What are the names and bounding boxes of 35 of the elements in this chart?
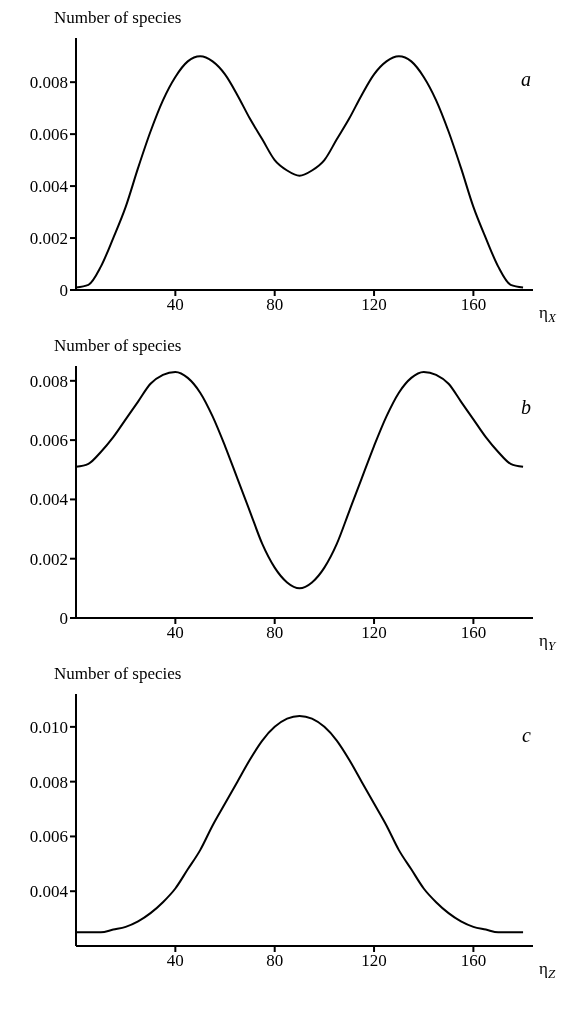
y-tick-label: 0.004: [29, 177, 69, 197]
x-axis-title: η$_{Z}$: [539, 959, 556, 981]
x-tick-label: 120: [361, 295, 387, 315]
y-tick-label: 0.008: [29, 772, 68, 792]
x-tick-label: 120: [361, 951, 387, 971]
annotation: b: [521, 396, 531, 419]
x-axis-title: η$_{Y}$: [539, 631, 557, 653]
x-tick-label: 120: [361, 623, 387, 643]
y-tick-label: 0.004: [29, 882, 69, 902]
y-tick-label: 0.006: [29, 125, 68, 145]
x-tick-label: 40: [166, 951, 184, 971]
y-tick-label: 0.008: [29, 73, 68, 93]
x-tick-label: 160: [460, 623, 487, 643]
y-tick-label: 0.004: [29, 490, 69, 510]
y-axis-title: Number of species: [54, 664, 183, 685]
x-tick-label: 40: [166, 295, 184, 315]
x-tick-label: 160: [460, 295, 487, 315]
x-tick-label: 80: [266, 623, 284, 643]
y-axis-title: Number of species: [54, 336, 183, 357]
y-tick-label: 0: [59, 281, 68, 301]
annotation: c: [522, 724, 531, 747]
y-tick-label: 0.002: [29, 549, 68, 569]
annotation: a: [521, 68, 531, 91]
x-tick-label: 80: [266, 951, 284, 971]
x-tick-label: 80: [266, 295, 284, 315]
x-tick-label: 160: [460, 951, 487, 971]
y-tick-label: 0.006: [29, 431, 68, 451]
y-tick-label: 0.010: [29, 717, 68, 737]
x-tick-label: 40: [166, 623, 184, 643]
y-tick-label: 0.006: [29, 827, 68, 847]
y-tick-label: 0: [59, 609, 68, 629]
y-axis-title: Number of species: [54, 8, 183, 29]
y-tick-label: 0.008: [29, 371, 68, 391]
x-axis-title: η$_{X}$: [539, 303, 557, 325]
y-tick-label: 0.002: [29, 229, 68, 249]
